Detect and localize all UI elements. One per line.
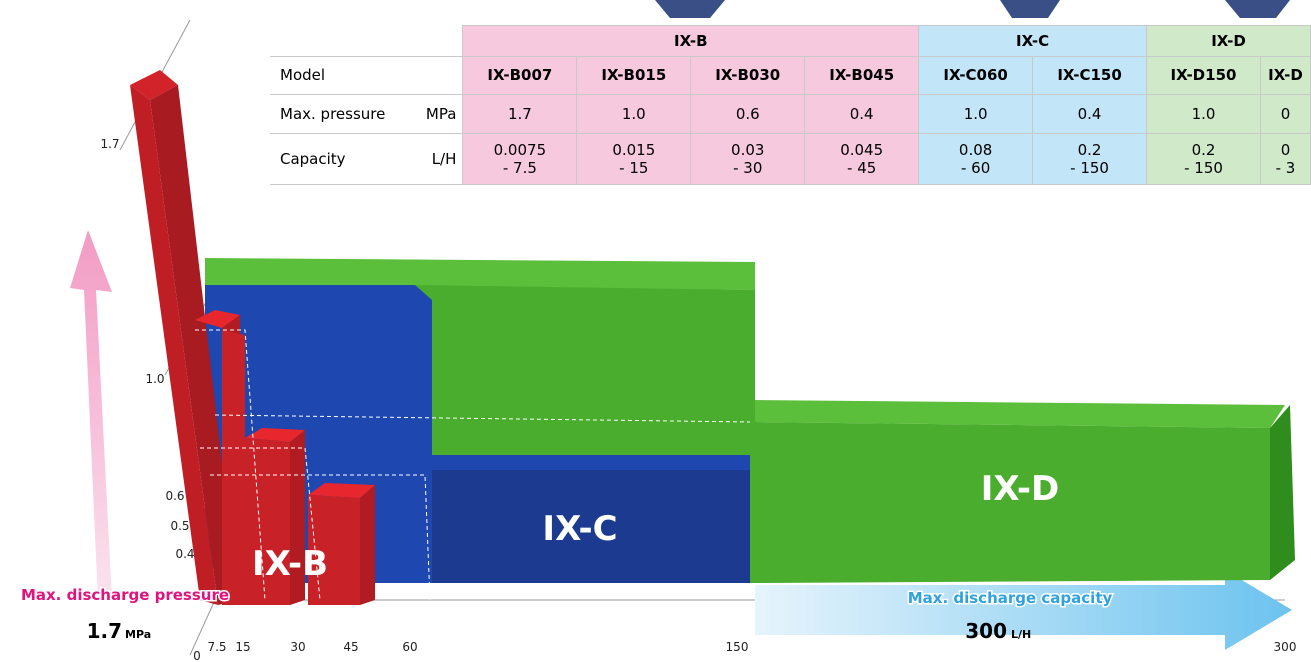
- x-axis-max: 300: [965, 619, 1007, 643]
- capacity-cell: 0.2- 150: [1032, 132, 1148, 185]
- capacity-text: 0.045: [840, 140, 884, 159]
- model-name: IX-D150: [1146, 55, 1261, 95]
- capacity-cell: 0.2- 150: [1146, 132, 1261, 185]
- product-images: [655, 0, 1290, 18]
- row-label: Capacity L/H: [270, 132, 464, 185]
- x-tick-label: 15: [235, 640, 250, 654]
- y-tick-label: 0.4: [175, 547, 194, 561]
- capacity-text: - 30: [733, 158, 763, 177]
- capacity-row: Capacity L/H 0.0075- 7.5 0.015- 15 0.03- 30 0…: [270, 132, 1311, 185]
- y-tick-label: 0: [193, 649, 201, 662]
- x-tick-label: 150: [726, 640, 749, 654]
- group-header: IX-C: [918, 25, 1148, 57]
- group-header: IX-D: [1146, 25, 1311, 57]
- model-name: IX-D: [1259, 55, 1311, 95]
- pressure-cell: 1.0: [576, 93, 692, 134]
- y-tick-label: 0.5: [170, 519, 189, 533]
- y-tick-label: 1.0: [145, 372, 164, 386]
- capacity-cell: 0- 3: [1259, 132, 1311, 185]
- guide-lines: [195, 329, 751, 601]
- capacity-text: 0: [1280, 140, 1291, 159]
- pressure-row: Max. pressure MPa 1.7 1.0 0.6 0.4 1.0 0.4 1.0 0: [270, 93, 1311, 134]
- capacity-text: - 45: [847, 158, 877, 177]
- blank-cell: [270, 26, 463, 57]
- model-name: IX-B045: [804, 55, 920, 95]
- capacity-text: - 150: [1184, 158, 1223, 177]
- unit-text: L/H: [431, 149, 457, 168]
- capacity-arrow: [755, 570, 1292, 650]
- capacity-cell: 0.045- 45: [804, 132, 920, 185]
- unit-text: MPa: [425, 104, 457, 123]
- y-tick-label: 0.6: [165, 489, 184, 503]
- x-tick-label: 60: [402, 640, 417, 654]
- capacity-cell: 0.03- 30: [690, 132, 806, 185]
- capacity-cell: 0.0075- 7.5: [462, 132, 578, 185]
- row-label: Model: [270, 55, 464, 95]
- row-label: Max. pressure MPa: [270, 93, 464, 134]
- model-name: IX-B030: [690, 55, 806, 95]
- model-name: IX-C150: [1032, 55, 1148, 95]
- capacity-text: 0.03: [731, 140, 765, 159]
- pressure-cell: 1.0: [1146, 93, 1261, 134]
- y-tick-label: 1.7: [100, 137, 119, 151]
- capacity-text: - 3: [1275, 158, 1296, 177]
- pressure-cell: 1.0: [918, 93, 1034, 134]
- capacity-text: - 60: [960, 158, 991, 177]
- model-name: IX-B007: [462, 55, 578, 95]
- capacity-text: 0.2: [1191, 140, 1216, 159]
- pressure-cell: 0: [1259, 93, 1311, 134]
- pressure-cell: 0.6: [690, 93, 806, 134]
- block-label: IX-C: [542, 509, 617, 549]
- x-tick-label: 7.5: [207, 640, 226, 654]
- y-axis-max: 1.7: [87, 619, 122, 643]
- capacity-cell: 0.015- 15: [576, 132, 692, 185]
- pressure-cell: 1.7: [462, 93, 578, 134]
- capacity-text: - 15: [619, 158, 649, 177]
- x-tick-label: 300: [1274, 640, 1297, 654]
- capacity-cell: 0.08- 60: [918, 132, 1034, 185]
- model-name: IX-C060: [918, 55, 1034, 95]
- x-axis-unit: L/H: [1011, 628, 1031, 641]
- label-text: Max. pressure: [280, 104, 386, 123]
- y-axis-title: Max. discharge pressure: [21, 586, 229, 604]
- pressure-cell: 0.4: [1032, 93, 1148, 134]
- capacity-text: - 7.5: [502, 158, 537, 177]
- capacity-text: 0.08: [958, 140, 993, 159]
- y-axis-unit: MPa: [125, 628, 151, 641]
- group-row: IX-B IX-C IX-D: [270, 25, 1311, 57]
- x-tick-label: 30: [290, 640, 305, 654]
- x-tick-label: 45: [343, 640, 358, 654]
- model-row: Model IX-B007 IX-B015 IX-B030 IX-B045 IX-C060…: [270, 55, 1311, 95]
- block-label: IX-B: [252, 544, 328, 584]
- pressure-arrow: [70, 230, 112, 600]
- pressure-cell: 0.4: [804, 93, 920, 134]
- block-label: IX-D: [981, 469, 1059, 509]
- capacity-text: 0.0075: [493, 140, 547, 159]
- label-text: Capacity: [280, 149, 346, 168]
- spec-table: IX-B IX-C IX-D Model IX-B007 IX-B015 IX-B030 IX…: [270, 25, 1311, 185]
- model-name: IX-B015: [576, 55, 692, 95]
- capacity-text: - 150: [1070, 158, 1109, 177]
- capacity-text: 0.2: [1077, 140, 1102, 159]
- x-axis-title: Max. discharge capacity: [908, 589, 1113, 607]
- group-header: IX-B: [462, 25, 920, 57]
- capacity-text: 0.015: [612, 140, 656, 159]
- ix-b-block: [130, 70, 375, 605]
